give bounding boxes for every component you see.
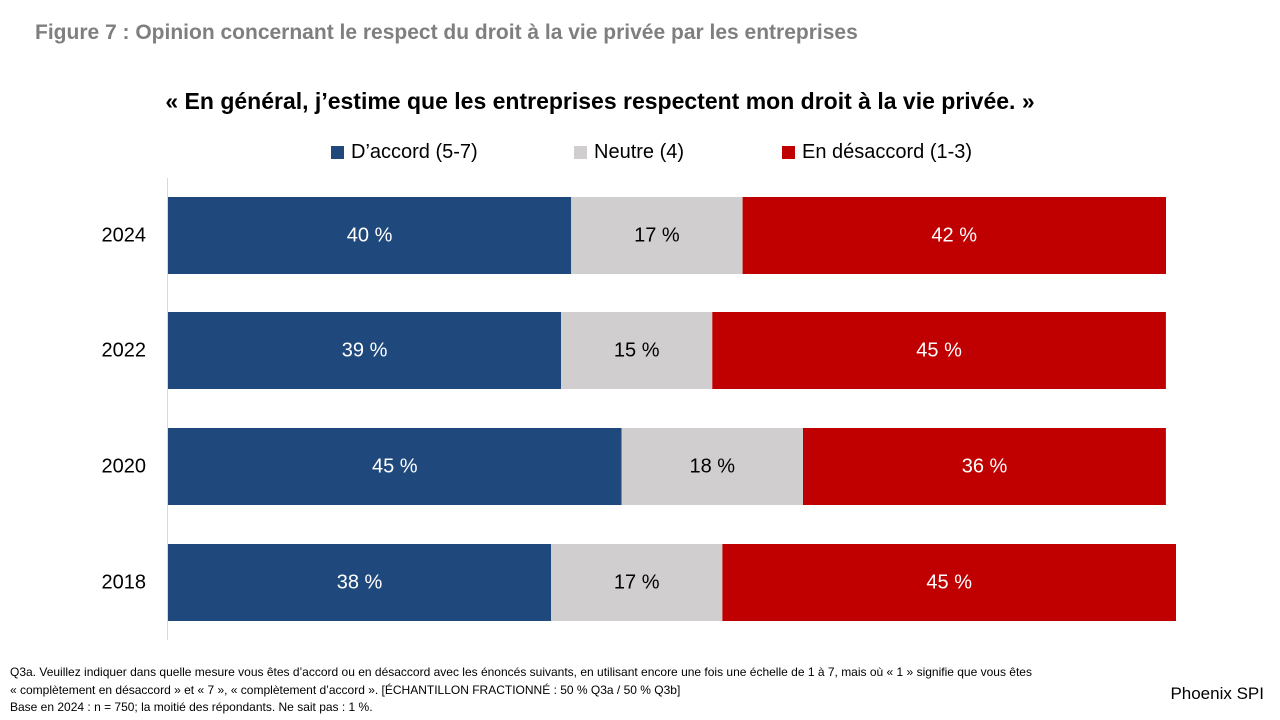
footnote-line-2: « complètement en désaccord » et « 7 », … xyxy=(10,682,681,697)
bar-2022-series-1 xyxy=(561,312,713,389)
bar-2022-series-2 xyxy=(712,312,1166,389)
bar-2020-series-0 xyxy=(168,428,622,505)
legend-label-disagree: En désaccord (1-3) xyxy=(802,141,973,163)
legend-swatch-neutral xyxy=(574,146,587,159)
category-label-2022: 2022 xyxy=(102,340,147,362)
footnote: Q3a. Veuillez indiquer dans quelle mesur… xyxy=(10,664,1160,717)
bar-2020-series-2 xyxy=(803,428,1166,505)
legend-item-agree: D’accord (5-7) xyxy=(331,141,478,164)
category-label-2024: 2024 xyxy=(102,225,147,247)
data-label-2024-series-0: 40 % xyxy=(347,225,393,247)
data-label-2022-series-0: 39 % xyxy=(342,340,388,362)
data-label-2024-series-1: 17 % xyxy=(634,225,680,247)
data-label-2018-series-1: 17 % xyxy=(614,572,660,594)
legend-swatch-agree xyxy=(331,146,344,159)
legend-label-neutral: Neutre (4) xyxy=(594,141,685,163)
data-label-2020-series-2: 36 % xyxy=(962,456,1008,478)
footnote-line-3: Base en 2024 : n = 750; la moitié des ré… xyxy=(10,700,373,714)
footnote-line-1: Q3a. Veuillez indiquer dans quelle mesur… xyxy=(10,665,1032,679)
legend-label-agree: D’accord (5-7) xyxy=(351,141,478,163)
legend: D’accord (5-7) Neutre (4) En désaccord (… xyxy=(0,141,1280,167)
data-label-2020-series-0: 45 % xyxy=(372,456,418,478)
data-label-2018-series-0: 38 % xyxy=(337,572,383,594)
data-label-2022-series-2: 45 % xyxy=(916,340,962,362)
chart-title: « En général, j’estime que les entrepris… xyxy=(165,88,1035,114)
source-credit: Phoenix SPI xyxy=(1170,684,1264,703)
legend-item-disagree: En désaccord (1-3) xyxy=(782,141,972,164)
category-label-2018: 2018 xyxy=(102,572,147,594)
data-label-2018-series-2: 45 % xyxy=(926,572,972,594)
legend-item-neutral: Neutre (4) xyxy=(574,141,684,164)
bar-2018-series-2 xyxy=(722,544,1176,621)
category-label-2020: 2020 xyxy=(102,456,147,478)
bar-2024-series-2 xyxy=(742,197,1166,274)
data-label-2022-series-1: 15 % xyxy=(614,340,660,362)
bar-2020-series-1 xyxy=(621,428,803,505)
bar-2022-series-0 xyxy=(168,312,562,389)
stacked-bar-chart: 2024 40 % 17 % 42 % 2022 39 % 15 % 45 % 2020 45 %… xyxy=(102,178,1176,640)
legend-swatch-disagree xyxy=(782,146,795,159)
bar-2018-series-0 xyxy=(168,544,551,621)
bar-2024-series-0 xyxy=(168,197,572,274)
data-label-2020-series-1: 18 % xyxy=(690,456,736,478)
data-label-2024-series-2: 42 % xyxy=(931,225,977,247)
bar-2024-series-1 xyxy=(571,197,743,274)
figure-title: Figure 7 : Opinion concernant le respect… xyxy=(35,21,858,44)
bar-2018-series-1 xyxy=(551,544,723,621)
